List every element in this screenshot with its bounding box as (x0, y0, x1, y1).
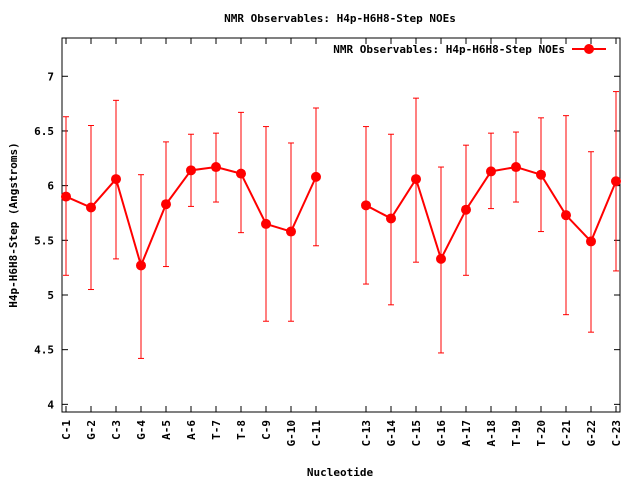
y-tick-label: 5 (47, 289, 54, 302)
data-point (286, 226, 296, 237)
data-point (311, 171, 321, 182)
x-tick-label: T-19 (510, 420, 523, 447)
data-point (186, 165, 196, 176)
x-tick-label: C-11 (310, 420, 323, 447)
x-tick-label: A-6 (185, 420, 198, 440)
x-tick-label: C-21 (560, 420, 573, 447)
data-point (111, 174, 121, 185)
x-tick-label: T-8 (235, 420, 248, 440)
x-tick-label: G-16 (435, 420, 448, 447)
data-point (136, 260, 146, 271)
plot-frame (61, 37, 621, 413)
y-axis-label: H4p-H6H8-Step (Angstroms) (7, 142, 20, 308)
data-point (461, 204, 471, 215)
x-tick-label: G-14 (385, 420, 398, 447)
x-tick-label: C-1 (60, 420, 73, 440)
data-point (611, 176, 621, 187)
legend-marker (584, 44, 594, 54)
data-point (61, 191, 71, 202)
x-tick-label: G-2 (85, 420, 98, 440)
x-tick-label: C-9 (260, 420, 273, 440)
x-tick-label: T-7 (210, 420, 223, 440)
y-tick-label: 6.5 (34, 125, 54, 138)
data-point (511, 162, 521, 173)
x-tick-label: A-18 (485, 420, 498, 447)
y-tick-label: 4 (47, 398, 54, 411)
y-tick-label: 4.5 (34, 344, 54, 357)
data-point (411, 174, 421, 185)
y-tick-label: 7 (47, 70, 54, 83)
data-point (361, 200, 371, 211)
x-tick-label: C-23 (610, 420, 623, 447)
x-tick-label: C-15 (410, 420, 423, 447)
data-point (561, 210, 571, 221)
data-point (486, 166, 496, 177)
data-point (161, 199, 171, 210)
data-point (436, 253, 446, 264)
x-tick-label: C-13 (360, 420, 373, 447)
x-tick-label: G-4 (135, 420, 148, 440)
x-tick-label: G-10 (285, 420, 298, 447)
x-tick-label: T-20 (535, 420, 548, 447)
chart-title: NMR Observables: H4p-H6H8-Step NOEs (224, 12, 456, 25)
y-tick-label: 5.5 (34, 234, 54, 247)
data-point (211, 162, 221, 173)
data-point (386, 213, 396, 224)
data-point (536, 169, 546, 180)
data-point (586, 236, 596, 247)
data-point (261, 218, 271, 229)
x-axis-label: Nucleotide (307, 466, 374, 479)
x-tick-label: C-3 (110, 420, 123, 440)
x-tick-label: A-5 (160, 420, 173, 440)
x-tick-label: A-17 (460, 420, 473, 447)
y-tick-label: 6 (47, 180, 54, 193)
legend-label: NMR Observables: H4p-H6H8-Step NOEs (333, 43, 565, 56)
data-point (86, 202, 96, 213)
x-tick-label: G-22 (585, 420, 598, 447)
data-point (236, 168, 246, 179)
